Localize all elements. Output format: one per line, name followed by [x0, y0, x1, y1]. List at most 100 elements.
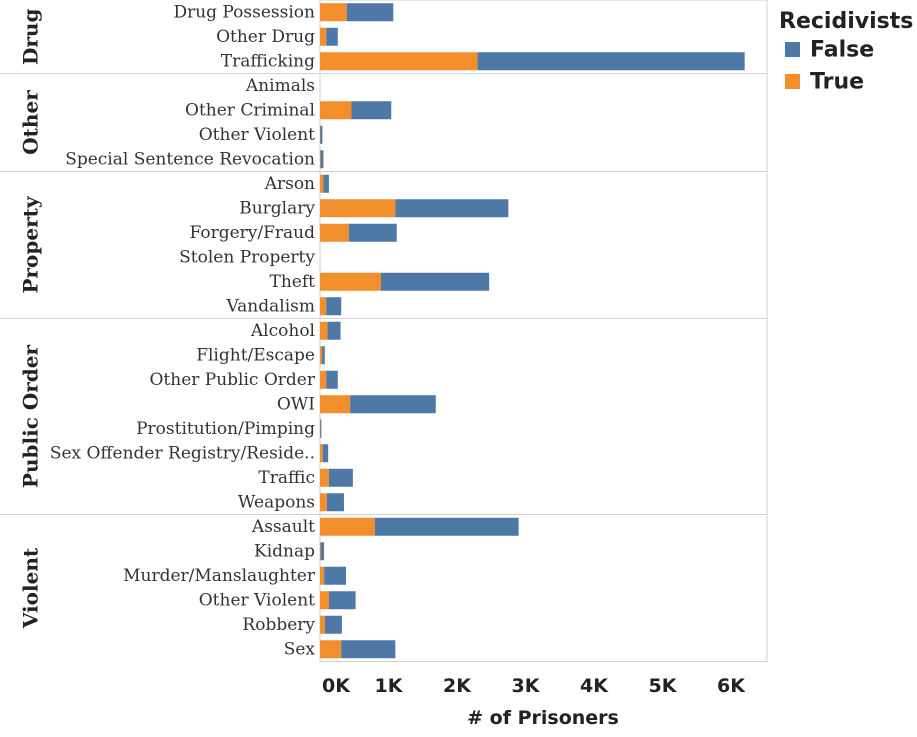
group-panel: [319, 318, 768, 515]
bar-segment-false: [380, 272, 490, 291]
x-tick-label: 5K: [649, 675, 678, 697]
bar-segment-true: [320, 297, 327, 316]
x-tick-label: 6K: [717, 675, 746, 697]
row-label: Kidnap: [254, 541, 315, 561]
bar-segment-false: [346, 3, 394, 22]
row-label: Vandalism: [225, 296, 315, 316]
bar-segment-false: [328, 591, 356, 610]
bar-segment-false: [323, 174, 329, 193]
row-label: Weapons: [238, 492, 315, 512]
row-label: Other Public Order: [149, 370, 315, 390]
bar-segment-true: [320, 591, 329, 610]
x-tick-label: 4K: [580, 675, 609, 697]
legend-label: False: [810, 38, 874, 63]
row-label: Drug Possession: [173, 2, 315, 22]
bar-segment-false: [477, 52, 745, 71]
legend-swatch: [785, 74, 800, 89]
bar-segment-false: [324, 566, 347, 585]
row-label: Theft: [270, 272, 316, 292]
bar-segment-true: [320, 27, 327, 46]
legend-label: True: [810, 70, 864, 95]
row-label: Burglary: [239, 198, 315, 218]
group-panel: [319, 171, 768, 319]
row-label: Animals: [245, 76, 315, 96]
bar-segment-true: [320, 566, 325, 585]
bar-segment-true: [320, 542, 321, 561]
row-labels-layer: Drug Possession Other Drug Trafficking Anim…: [50, 2, 316, 659]
row-label: Stolen Property: [179, 247, 315, 267]
x-tick-label: 2K: [443, 675, 472, 697]
bar-segment-true: [320, 370, 327, 389]
bars-layer: [320, 3, 745, 659]
legend-swatch: [785, 42, 800, 57]
bar-segment-false: [350, 395, 436, 414]
bar-segment-true: [320, 272, 381, 291]
row-label: Other Drug: [216, 27, 315, 47]
bar-segment-false: [341, 640, 396, 659]
bar-segment-false: [320, 150, 324, 169]
bar-segment-false: [322, 346, 325, 365]
group-labels-layer: Drug Other Property Public Order Violent: [19, 9, 43, 630]
bar-segment-true: [320, 493, 327, 512]
legend: Recidivists False True: [779, 9, 913, 95]
group-label: Public Order: [19, 344, 43, 488]
bar-segment-false: [348, 223, 397, 242]
bar-segment-false: [322, 444, 329, 463]
row-label: Other Violent: [199, 125, 315, 145]
row-label: Arson: [264, 174, 315, 194]
bar-segment-true: [320, 321, 328, 340]
group-label: Other: [19, 90, 43, 155]
bar-segment-false: [326, 493, 344, 512]
row-label: Traffic: [258, 468, 315, 488]
row-label: Robbery: [242, 615, 315, 635]
row-label: Trafficking: [221, 51, 315, 71]
bar-segment-true: [320, 199, 396, 218]
group-label: Property: [19, 195, 43, 293]
x-tick-label: 1K: [375, 675, 404, 697]
group-label: Violent: [19, 547, 43, 629]
bar-segment-false: [328, 468, 353, 487]
row-label: Other Criminal: [185, 100, 315, 120]
group-label: Drug: [19, 9, 43, 65]
row-label: Sex Offender Registry/Reside..: [50, 443, 315, 463]
x-tick-label: 3K: [512, 675, 541, 697]
bar-segment-false: [320, 419, 322, 438]
row-label: Flight/Escape: [196, 345, 315, 365]
bar-segment-false: [326, 297, 342, 316]
bar-segment-true: [320, 395, 351, 414]
bar-segment-false: [324, 615, 342, 634]
legend-title: Recidivists: [779, 9, 913, 34]
bar-segment-true: [320, 174, 324, 193]
group-panel: [319, 514, 768, 662]
bar-segment-true: [320, 52, 478, 71]
bar-segment-false: [320, 542, 325, 561]
bar-segment-true: [320, 101, 352, 120]
bar-segment-false: [326, 27, 338, 46]
bar-segment-true: [320, 150, 321, 169]
bar-segment-true: [320, 517, 375, 536]
group-panel: [319, 73, 768, 172]
bar-segment-true: [320, 444, 323, 463]
bar-segment-true: [320, 223, 349, 242]
bar-segment-false: [327, 321, 341, 340]
row-label: Murder/Manslaughter: [123, 566, 316, 586]
bar-segment-false: [351, 101, 392, 120]
bar-segment-false: [320, 125, 323, 144]
row-label: Forgery/Fraud: [189, 223, 315, 243]
row-label: Special Sentence Revocation: [65, 149, 315, 169]
bar-segment-true: [320, 640, 342, 659]
row-label: OWI: [277, 394, 315, 414]
row-label: Alcohol: [250, 321, 315, 341]
row-label: Assault: [251, 517, 315, 537]
x-axis-title: # of Prisoners: [467, 707, 619, 729]
bar-segment-true: [320, 615, 325, 634]
bar-segment-true: [320, 346, 323, 365]
row-label: Other Violent: [199, 590, 315, 610]
bar-segment-true: [320, 468, 329, 487]
group-panels: [0, 0, 768, 662]
x-axis: 0K 1K 2K 3K 4K 5K 6K: [322, 675, 746, 697]
bar-segment-false: [374, 517, 519, 536]
row-label: Sex: [284, 639, 316, 659]
bar-segment-false: [395, 199, 509, 218]
